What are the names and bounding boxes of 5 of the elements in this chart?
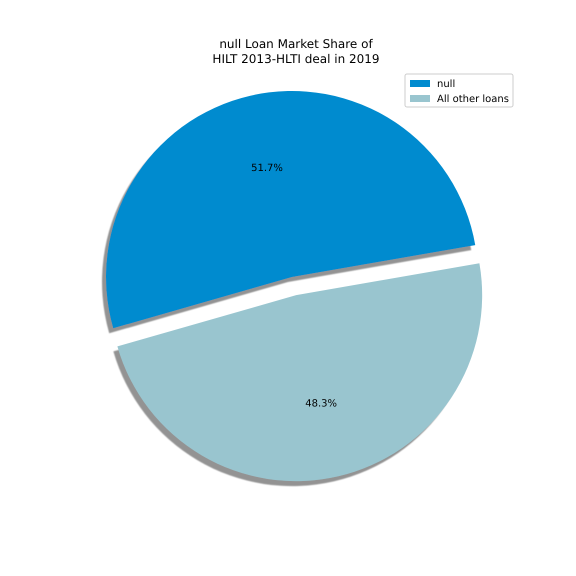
chart-title: null Loan Market Share of HILT 2013-HLTI deal in 2019 [212, 37, 380, 66]
data-label: 51.7% [251, 162, 283, 174]
legend-label: All other loans [437, 94, 509, 105]
data-label: 48.3% [305, 398, 338, 410]
legend-label: null [437, 79, 456, 90]
